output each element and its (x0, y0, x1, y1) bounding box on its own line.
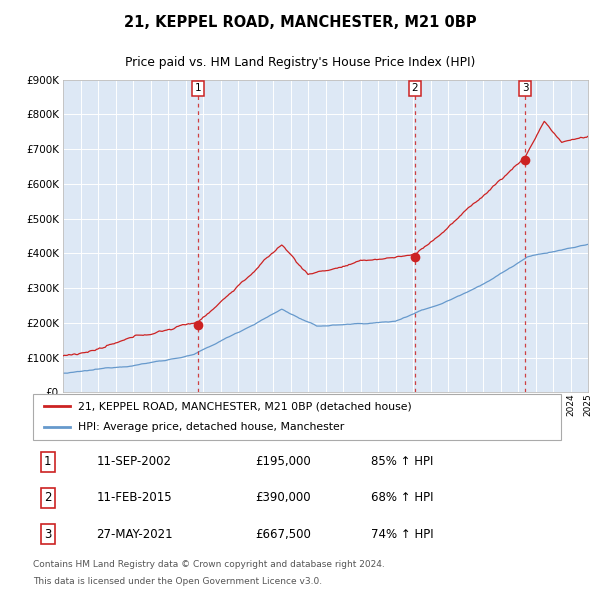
Text: £195,000: £195,000 (255, 455, 311, 468)
Text: 68% ↑ HPI: 68% ↑ HPI (371, 491, 433, 504)
Text: 1: 1 (194, 83, 201, 93)
Text: 3: 3 (44, 527, 52, 540)
Text: 2: 2 (412, 83, 418, 93)
FancyBboxPatch shape (33, 394, 561, 440)
Text: 2: 2 (44, 491, 52, 504)
Text: £667,500: £667,500 (255, 527, 311, 540)
Text: 21, KEPPEL ROAD, MANCHESTER, M21 0BP (detached house): 21, KEPPEL ROAD, MANCHESTER, M21 0BP (de… (78, 401, 412, 411)
Text: 85% ↑ HPI: 85% ↑ HPI (371, 455, 433, 468)
Text: HPI: Average price, detached house, Manchester: HPI: Average price, detached house, Manc… (78, 422, 344, 432)
Text: Contains HM Land Registry data © Crown copyright and database right 2024.: Contains HM Land Registry data © Crown c… (33, 560, 385, 569)
Text: 21, KEPPEL ROAD, MANCHESTER, M21 0BP: 21, KEPPEL ROAD, MANCHESTER, M21 0BP (124, 15, 476, 30)
Text: £390,000: £390,000 (255, 491, 310, 504)
Text: 3: 3 (521, 83, 529, 93)
Text: 27-MAY-2021: 27-MAY-2021 (97, 527, 173, 540)
Text: 11-SEP-2002: 11-SEP-2002 (97, 455, 172, 468)
Text: 74% ↑ HPI: 74% ↑ HPI (371, 527, 434, 540)
Text: Price paid vs. HM Land Registry's House Price Index (HPI): Price paid vs. HM Land Registry's House … (125, 55, 475, 68)
Text: This data is licensed under the Open Government Licence v3.0.: This data is licensed under the Open Gov… (33, 577, 322, 586)
Text: 11-FEB-2015: 11-FEB-2015 (97, 491, 172, 504)
Text: 1: 1 (44, 455, 52, 468)
